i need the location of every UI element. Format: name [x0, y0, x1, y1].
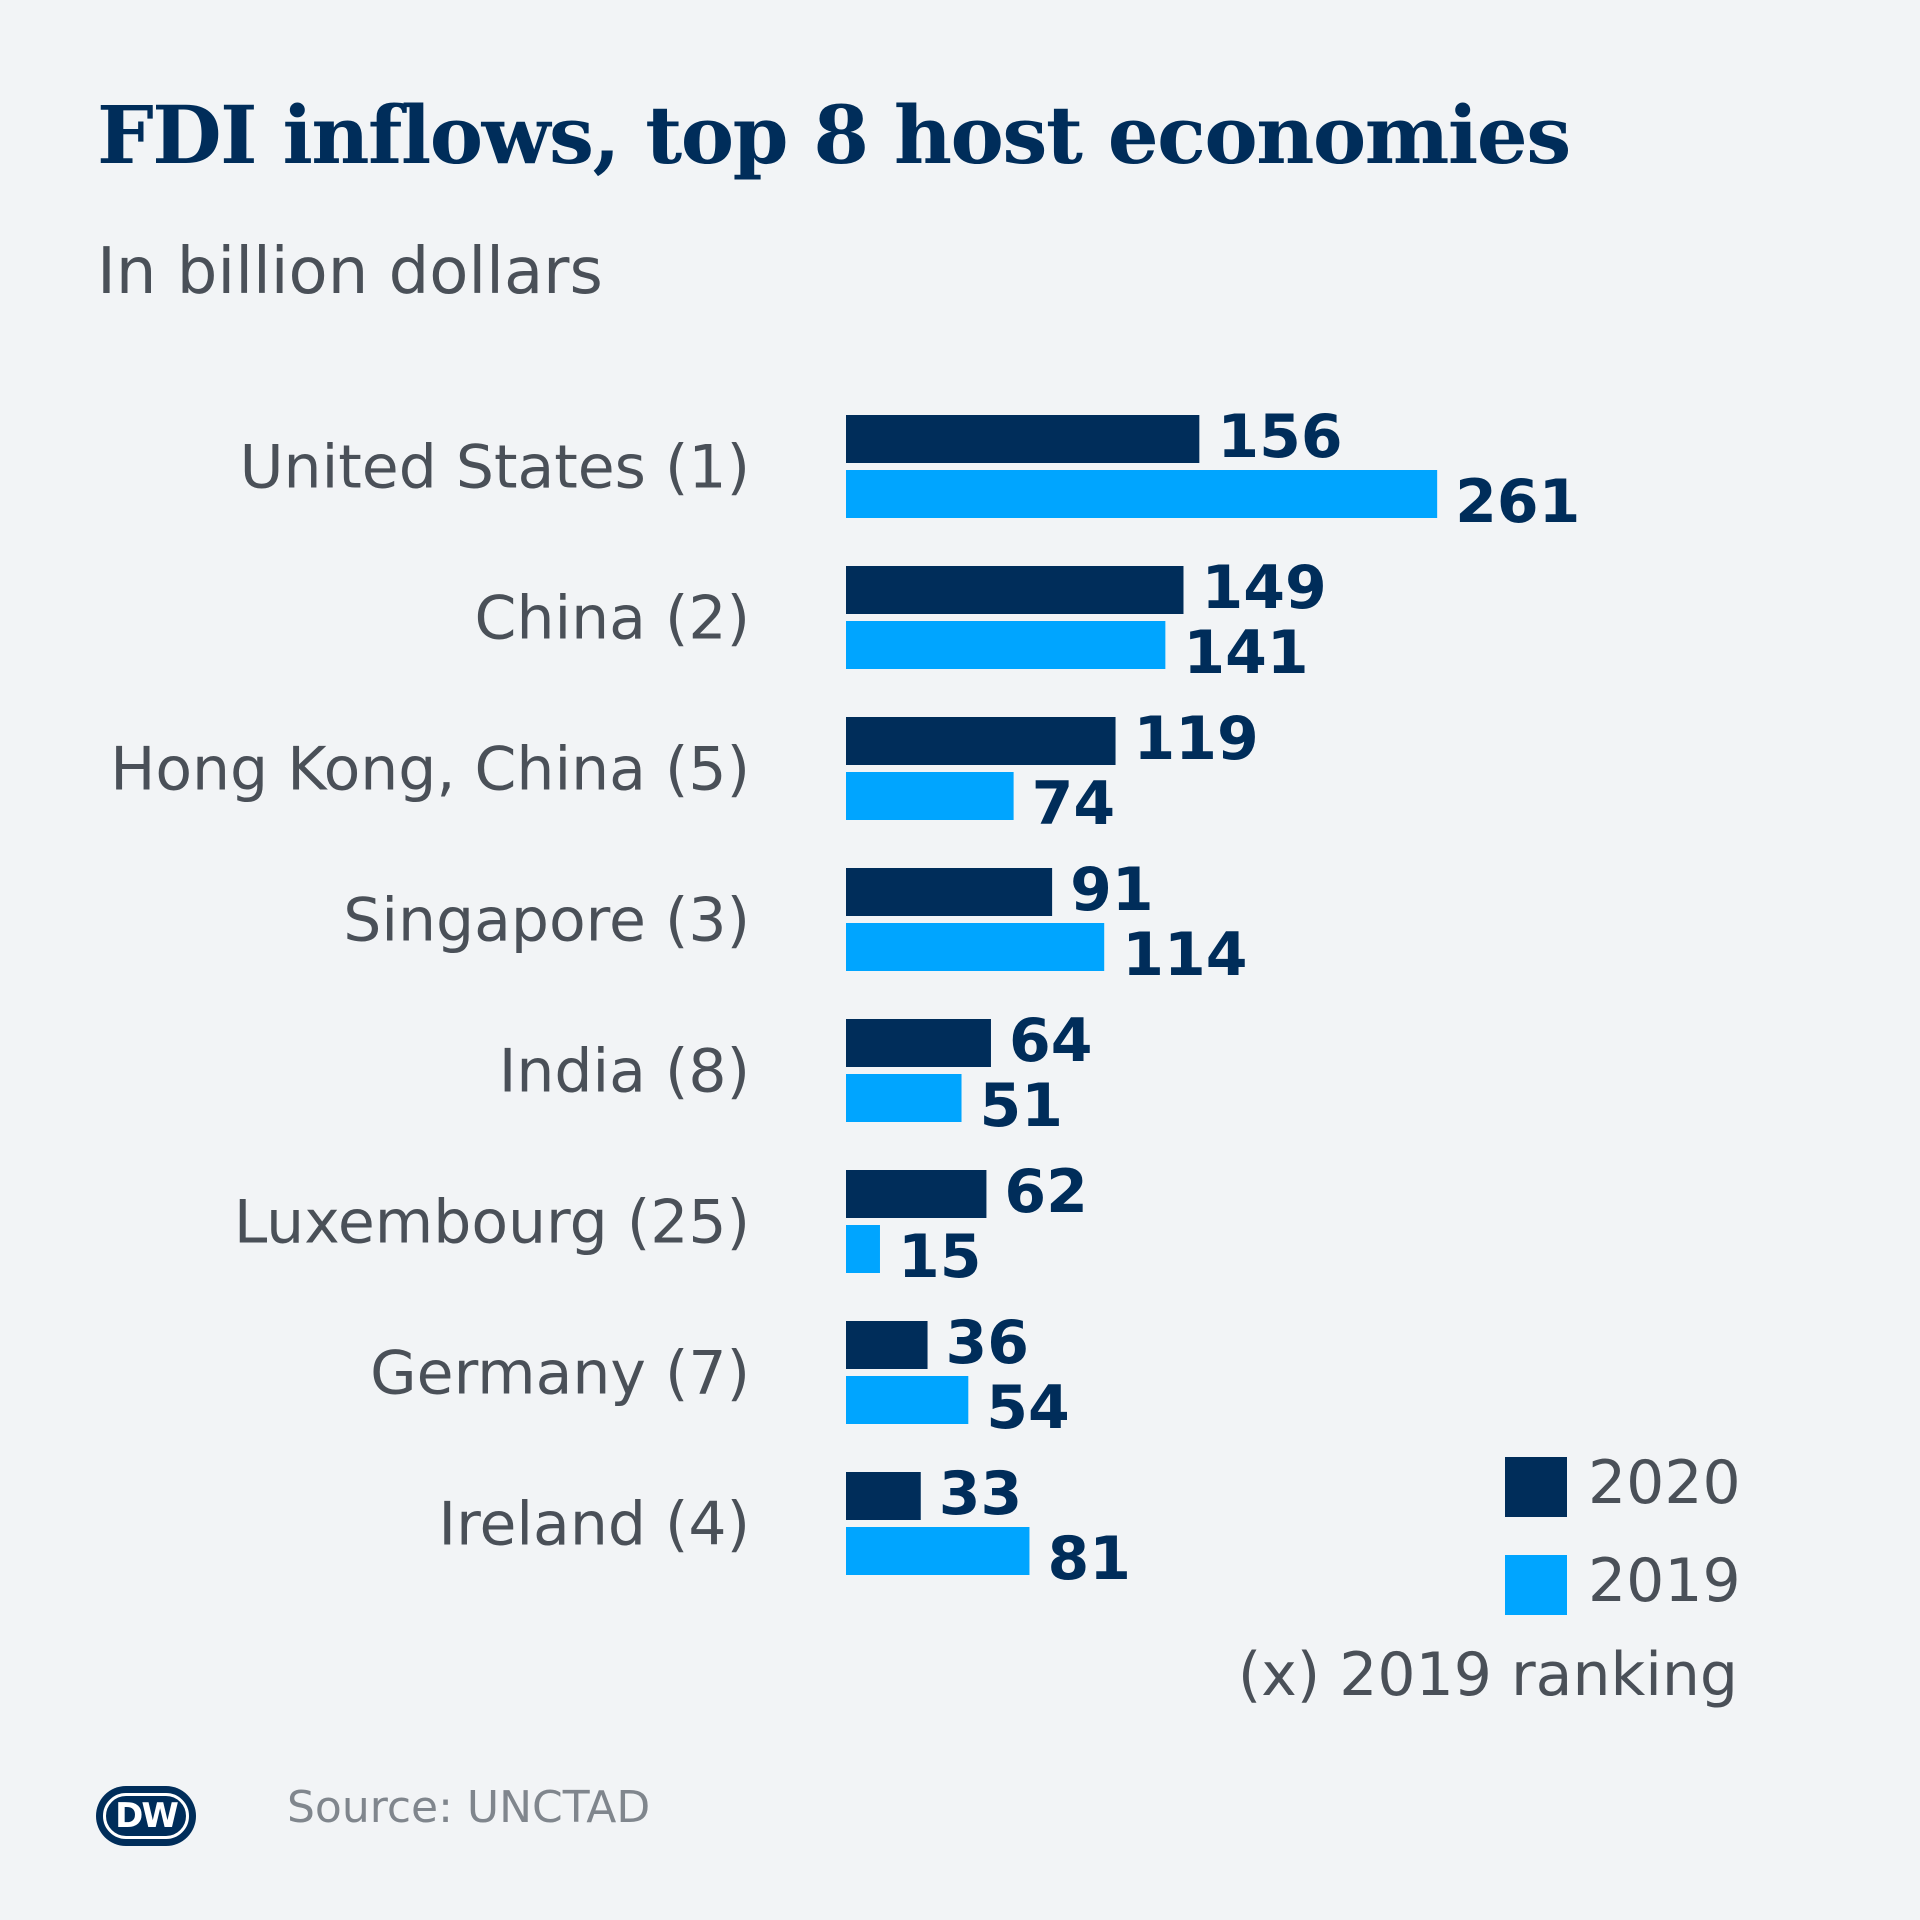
value-label-2020: 119 — [1134, 704, 1259, 774]
bar-2019 — [846, 621, 1166, 669]
category-label: Singapore (3) — [343, 886, 750, 956]
bar-2019 — [846, 772, 1014, 820]
value-label-2020: 62 — [1004, 1157, 1087, 1227]
bar-2019 — [846, 1527, 1030, 1575]
value-label-2020: 64 — [1009, 1006, 1092, 1076]
value-label-2020: 156 — [1217, 402, 1342, 472]
bar-2019 — [846, 1225, 880, 1273]
value-label-2019: 15 — [898, 1222, 982, 1292]
category-label: Ireland (4) — [438, 1490, 750, 1560]
bar-2020 — [846, 415, 1200, 463]
value-label-2020: 36 — [946, 1308, 1030, 1378]
bar-2019 — [846, 1074, 962, 1122]
dw-logo-text: DW — [115, 1796, 179, 1836]
category-label: Luxembourg (25) — [234, 1188, 750, 1258]
category-label: Germany (7) — [370, 1339, 750, 1409]
value-label-2020: 149 — [1201, 553, 1326, 623]
value-label-2019: 141 — [1183, 618, 1308, 688]
chart-title: FDI inflows, top 8 host economies — [97, 88, 1571, 182]
value-label-2019: 54 — [986, 1373, 1070, 1443]
category-label: United States (1) — [240, 433, 750, 503]
source-note: Source: UNCTAD — [287, 1782, 651, 1833]
value-label-2019: 261 — [1455, 467, 1580, 537]
bar-2020 — [846, 868, 1053, 916]
chart-subtitle: In billion dollars — [97, 235, 603, 309]
bar-2020 — [846, 566, 1184, 614]
category-label: India (8) — [499, 1037, 750, 1107]
value-label-2019: 114 — [1122, 920, 1247, 990]
bar-2020 — [846, 1019, 991, 1067]
bar-2020 — [846, 1472, 921, 1520]
dw-logo: DW — [96, 1786, 196, 1846]
bar-2020 — [846, 1170, 987, 1218]
bar-2019 — [846, 1376, 969, 1424]
value-label-2020: 33 — [939, 1459, 1023, 1529]
bar-2019 — [846, 470, 1438, 518]
value-label-2019: 74 — [1032, 769, 1116, 839]
value-label-2020: 91 — [1070, 855, 1154, 925]
value-label-2019: 81 — [1047, 1524, 1131, 1594]
ranking-note: (x) 2019 ranking — [1237, 1640, 1738, 1710]
bar-2020 — [846, 717, 1116, 765]
value-label-2019: 51 — [980, 1071, 1064, 1141]
bar-2020 — [846, 1321, 928, 1369]
bar-2019 — [846, 923, 1105, 971]
category-label: Hong Kong, China (5) — [110, 735, 750, 805]
category-label: China (2) — [475, 584, 750, 654]
